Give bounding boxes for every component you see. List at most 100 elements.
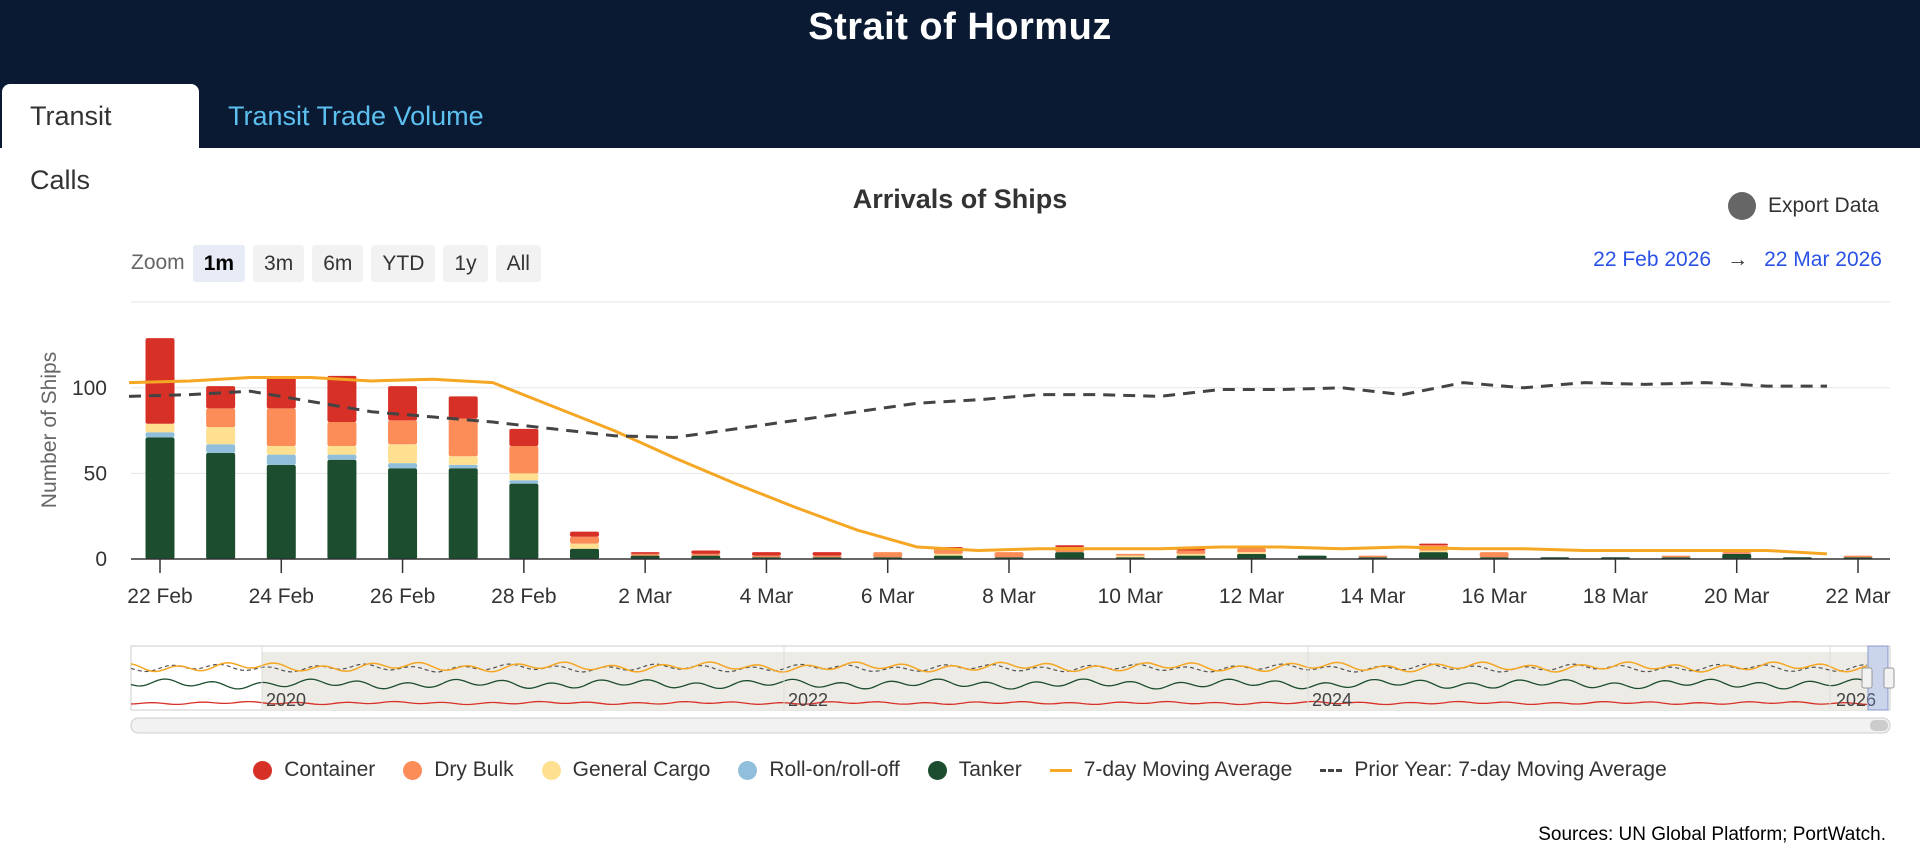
bar-segment (266, 408, 296, 447)
bar-segment (206, 452, 236, 559)
y-tick-label: 0 (95, 548, 107, 571)
navigator-year-label: 2020 (266, 690, 306, 710)
bar-segment (1722, 553, 1752, 559)
bar-segment (1843, 555, 1873, 558)
zoom-1y-button[interactable]: 1y (443, 244, 488, 282)
bar-segment (691, 550, 721, 554)
bar-segment (933, 555, 963, 559)
chart-title: Arrivals of Ships (852, 184, 1068, 214)
x-tick-label: 12 Mar (1219, 585, 1284, 608)
navigator-right-handle[interactable] (1883, 667, 1895, 689)
page-title: Strait of Hormuz (808, 6, 1112, 48)
legend-item-general-cargo[interactable]: General Cargo (541, 758, 710, 782)
x-tick-label: 22 Mar (1825, 585, 1890, 608)
export-icon (1728, 192, 1756, 220)
bar-segment (509, 446, 539, 474)
navigator-left-handle[interactable] (1861, 667, 1873, 689)
legend-swatch-roll-on-roll-off (738, 760, 758, 780)
x-tick-label: 24 Feb (249, 585, 314, 608)
x-tick-label: 18 Mar (1583, 585, 1648, 608)
bar-segment (145, 432, 175, 438)
bar-segment (388, 463, 418, 469)
legend-item-container[interactable]: Container (253, 758, 375, 782)
y-axis-title: Number of Ships (38, 352, 61, 508)
legend-label-dry-bulk: Dry Bulk (434, 758, 514, 781)
legend-swatch-prior-year (1320, 768, 1343, 772)
y-tick-label: 50 (84, 462, 107, 485)
legend-label-tanker: Tanker (958, 758, 1022, 781)
bar-segment (448, 456, 478, 465)
bar-segment (1115, 555, 1145, 558)
navigator-container-series (130, 700, 1868, 706)
zoom-3m-button[interactable]: 3m (253, 244, 305, 282)
legend-label-container: Container (284, 758, 376, 781)
x-tick-label: 22 Feb (127, 585, 192, 608)
bar-segment (327, 375, 357, 423)
bar-segment (509, 483, 539, 559)
bar-segment (327, 454, 357, 460)
navigator-scrollbar[interactable] (130, 717, 1891, 734)
zoom-6m-button[interactable]: 6m (312, 244, 364, 282)
bar-segment (691, 553, 721, 556)
bar-segment (206, 386, 236, 409)
x-tick-label: 28 Feb (491, 585, 556, 608)
navigator-scrollbar-thumb[interactable] (1870, 720, 1888, 731)
zoom-label: Zoom (131, 251, 185, 274)
legend-item-roll-on-roll-off[interactable]: Roll-on/roll-off (738, 758, 900, 782)
navigator-year-label: 2024 (1312, 690, 1352, 710)
legend-swatch-tanker (927, 760, 947, 780)
bar-segment (751, 552, 781, 556)
navigator-tanker-series (130, 678, 1869, 690)
bar-segment (509, 428, 539, 447)
export-data-button[interactable]: Export Data (1728, 188, 1879, 224)
legend-swatch-dry-bulk (403, 760, 423, 780)
bar-segment (1176, 555, 1206, 559)
bar-segment (570, 543, 599, 549)
legend-label-roll-on-roll-off: Roll-on/roll-off (769, 758, 900, 781)
bar-segment (570, 536, 599, 544)
bar-segment (509, 473, 539, 481)
bar-segment (206, 408, 236, 428)
bar-segment (1176, 550, 1206, 554)
moving-average-line (128, 376, 1828, 556)
x-tick-label: 8 Mar (982, 585, 1036, 608)
export-data-label: Export Data (1768, 194, 1879, 217)
zoom-all-button[interactable]: All (495, 244, 541, 282)
tab-transit-calls[interactable]: Transit Calls (2, 84, 199, 195)
bar-segment (1722, 552, 1752, 554)
bar-segment (448, 464, 478, 469)
bar-segment (630, 555, 660, 559)
x-tick-label: 26 Feb (370, 585, 435, 608)
bar-segment (1115, 553, 1145, 556)
bar-segment (327, 446, 357, 455)
bar-segment (448, 396, 478, 419)
navigator-year-label: 2026 (1836, 690, 1876, 710)
x-tick-label: 2 Mar (618, 585, 672, 608)
bar-segment (266, 446, 296, 455)
x-tick-label: 20 Mar (1704, 585, 1769, 608)
x-tick-label: 6 Mar (861, 585, 915, 608)
bar-segment (873, 552, 903, 558)
navigator-shaded-area (262, 652, 1868, 710)
bar-segment (509, 480, 539, 484)
bar-segment (327, 422, 357, 447)
tab-transit-trade-volume[interactable]: Transit Trade Volume (228, 101, 484, 131)
y-tick-label: 100 (72, 377, 107, 400)
legend-item-moving-average[interactable]: 7-day Moving Average (1049, 758, 1292, 782)
zoom-ytd-button[interactable]: YTD (371, 244, 436, 282)
legend-item-tanker[interactable]: Tanker (927, 758, 1022, 782)
legend-item-prior-year[interactable]: Prior Year: 7-day Moving Average (1320, 758, 1667, 782)
bar-segment (388, 420, 418, 445)
legend-item-dry-bulk[interactable]: Dry Bulk (403, 758, 514, 782)
zoom-1m-button[interactable]: 1m (192, 244, 246, 282)
legend-label-prior-year: Prior Year: 7-day Moving Average (1354, 758, 1667, 781)
navigator-prior-year-series (130, 663, 1868, 673)
bar-segment (1055, 545, 1085, 548)
date-from-input[interactable]: 22 Feb 2026 (1593, 248, 1712, 271)
x-tick-label: 14 Mar (1340, 585, 1405, 608)
bar-segment (630, 552, 660, 554)
bar-segment (448, 418, 478, 457)
bar-segment (630, 553, 660, 556)
date-to-input[interactable]: 22 Mar 2026 (1764, 248, 1882, 271)
